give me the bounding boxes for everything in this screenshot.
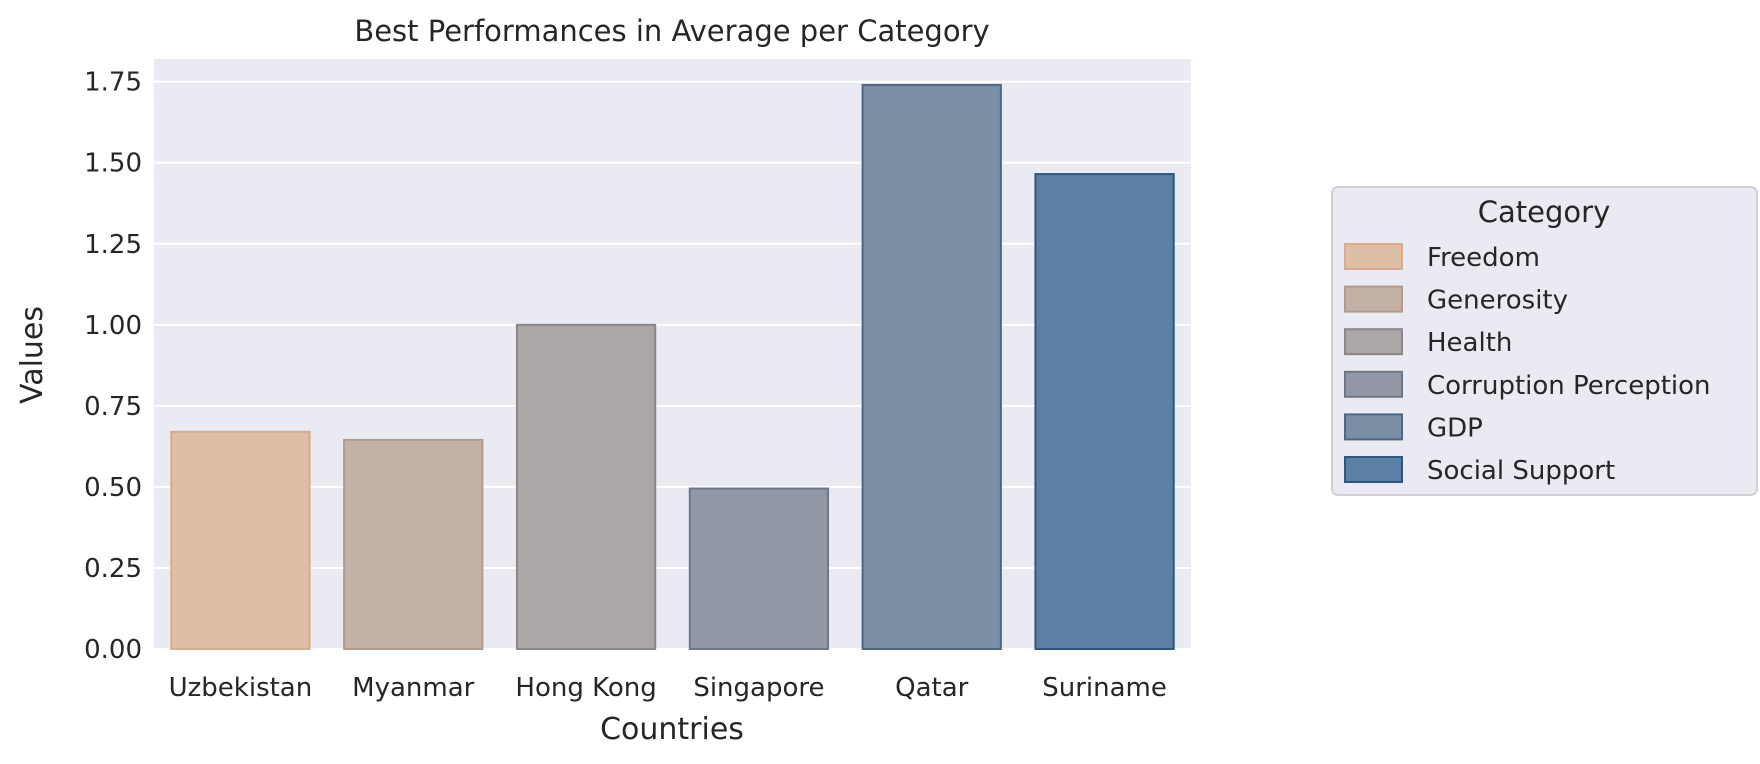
- legend-label: Generosity: [1427, 286, 1568, 316]
- bars: [170, 83, 1175, 650]
- legend-label: GDP: [1427, 413, 1483, 443]
- legend-label: Freedom: [1427, 243, 1540, 273]
- legend-swatch: [1344, 370, 1403, 398]
- y-axis-label: Values: [15, 306, 50, 404]
- y-tick-label: 1.50: [84, 149, 142, 179]
- bar-suriname: [1034, 173, 1175, 650]
- y-tick-label: 1.75: [84, 68, 142, 98]
- y-tick-label: 1.00: [84, 311, 142, 341]
- y-tick-label: 0.25: [84, 554, 142, 584]
- bar-myanmar: [343, 438, 484, 650]
- y-tick-label: 0.50: [84, 473, 142, 503]
- legend-swatch: [1344, 413, 1403, 441]
- x-tick-labels: Uzbekistan Myanmar Hong Kong Singapore Qatar…: [169, 673, 1167, 703]
- y-tick-labels: 0.00 0.25 0.50 0.75 1.00 1.25 1.50 1.75: [84, 68, 142, 665]
- legend-swatch: [1344, 328, 1403, 356]
- y-tick-label: 1.25: [84, 230, 142, 260]
- x-tick-label: Uzbekistan: [169, 673, 313, 703]
- bar-singapore: [688, 487, 830, 650]
- legend-label: Health: [1427, 328, 1512, 358]
- gridlines: [154, 80, 1191, 650]
- plot-area: [154, 59, 1191, 649]
- x-axis-label: Countries: [600, 712, 744, 747]
- y-tick-label: 0.75: [84, 392, 142, 422]
- legend-label: Corruption Perception: [1427, 371, 1711, 401]
- x-tick-label: Suriname: [1042, 673, 1167, 703]
- x-tick-label: Singapore: [693, 673, 824, 703]
- legend-items: Freedom Generosity Health Corruption Percep…: [1344, 243, 1711, 486]
- chart-title: Best Performances in Average per Categor…: [354, 14, 989, 48]
- x-tick-label: Qatar: [895, 673, 969, 703]
- legend-swatch: [1344, 456, 1403, 483]
- bar-hong-kong: [515, 323, 657, 650]
- y-tick-label: 0.00: [84, 635, 142, 665]
- bar-uzbekistan: [170, 430, 311, 650]
- legend: Category Freedom Generosity Health Corrupti…: [1331, 186, 1758, 496]
- legend-title: Category: [1478, 195, 1610, 229]
- legend-swatch: [1344, 285, 1403, 313]
- x-tick-label: Hong Kong: [515, 673, 656, 703]
- x-tick-label: Myanmar: [352, 673, 474, 703]
- legend-label: Social Support: [1427, 456, 1615, 486]
- bar-qatar: [861, 83, 1002, 650]
- legend-swatch: [1344, 243, 1403, 270]
- legend-frame: [1331, 186, 1758, 496]
